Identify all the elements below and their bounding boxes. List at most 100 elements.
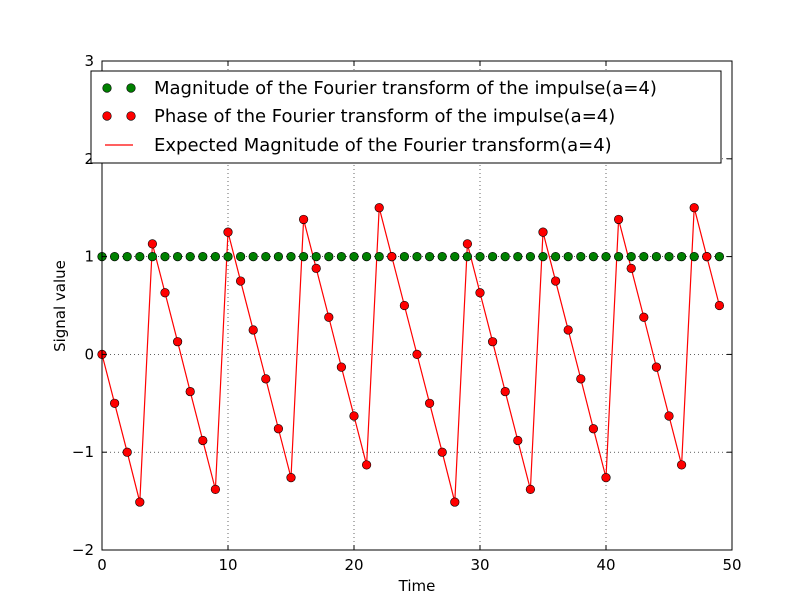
y-tick-label: −2 [72,541,94,559]
legend-entries: Magnitude of the Fourier transform of th… [102,78,657,156]
legend-marker [126,83,136,93]
phase-point [639,312,649,322]
series-layer [97,203,725,507]
x-tick-label: 10 [218,556,237,574]
legend-marker [102,111,112,121]
phase-point [488,337,498,347]
phase-point [273,424,284,434]
phase-point [198,435,208,446]
magnitude-point [311,252,321,262]
magnitude-point [462,252,473,262]
phase-point [550,276,561,286]
phase-point [714,300,725,311]
phase-point [248,325,258,335]
magnitude-point [676,252,687,262]
magnitude-point [651,252,662,262]
magnitude-point [324,252,334,262]
phase-point [147,239,157,249]
phase-point [399,300,410,311]
phase-point [450,497,460,507]
x-tick-label: 30 [470,556,489,574]
phase-point [651,362,662,372]
magnitude-point [475,252,485,262]
y-tick-label: 0 [84,345,94,363]
magnitude-point [601,252,611,262]
phase-point [109,398,120,408]
x-tick-label: 40 [596,556,615,574]
magnitude-point [236,252,246,262]
phase-point [702,252,712,262]
magnitude-point [513,252,523,262]
legend-marker [102,83,112,93]
phase-point [261,374,271,384]
legend-box [90,70,722,164]
magnitude-point [198,252,208,262]
phase-point [173,337,183,347]
phase-point [286,473,296,483]
magnitude-point [210,252,220,262]
phase-point [324,312,334,322]
magnitude-point [437,252,447,262]
magnitude-point [374,252,384,262]
phase-point [689,203,699,213]
magnitude-point [173,252,183,262]
series-line-expected-magnitude [101,207,720,503]
phase-point [588,424,599,434]
series-phase [97,203,725,507]
magnitude-point [273,252,284,262]
ticks [101,60,733,551]
magnitude-point [122,252,132,262]
magnitude-point [500,252,510,262]
y-axis-label: Signal value [51,260,69,352]
magnitude-point [336,252,347,262]
phase-point [349,411,359,421]
phase-point [299,214,309,225]
plot-frame [101,60,733,551]
magnitude-point [613,252,624,262]
phase-point [223,227,233,237]
phase-point [236,276,246,286]
magnitude-point [563,252,573,262]
phase-point [336,362,347,372]
magnitude-point [286,252,296,262]
magnitude-point [160,252,170,262]
magnitude-point [299,252,309,262]
phase-point [374,203,384,213]
phase-point [664,411,674,421]
y-tick-label: −1 [72,443,94,461]
phase-point [362,460,372,470]
magnitude-point [450,252,460,262]
phase-point [122,447,132,457]
phase-point [513,435,523,446]
magnitude-point [147,252,157,262]
y-tick-label: 2 [84,150,94,168]
phase-point [412,349,422,360]
phase-point [475,288,485,298]
magnitude-point [525,252,536,262]
x-tick-label: 0 [97,556,107,574]
y-tick-label: 1 [84,248,94,266]
magnitude-point [639,252,649,262]
legend-entry: Expected Magnitude of the Fourier transf… [105,135,612,156]
magnitude-point [349,252,359,262]
legend-entry: Phase of the Fourier transform of the im… [102,106,615,127]
phase-point [576,374,586,384]
phase-point [462,239,473,249]
phase-point [437,447,447,457]
magnitude-point [248,252,258,262]
phase-point [425,398,435,408]
phase-point [311,263,321,273]
phase-point [185,386,195,397]
magnitude-point [425,252,435,262]
x-tick-label: 20 [344,556,363,574]
x-axis-label: Time [398,577,436,595]
phase-point [160,288,170,298]
phase-point [563,325,573,335]
magnitude-point [109,252,120,262]
phase-point [676,460,687,470]
legend-entry: Magnitude of the Fourier transform of th… [102,78,657,99]
phase-point [135,497,145,507]
tick-labels: 0 10 20 30 40 50 −2 −1 0 1 2 3 [72,52,742,574]
phase-point [500,386,510,397]
